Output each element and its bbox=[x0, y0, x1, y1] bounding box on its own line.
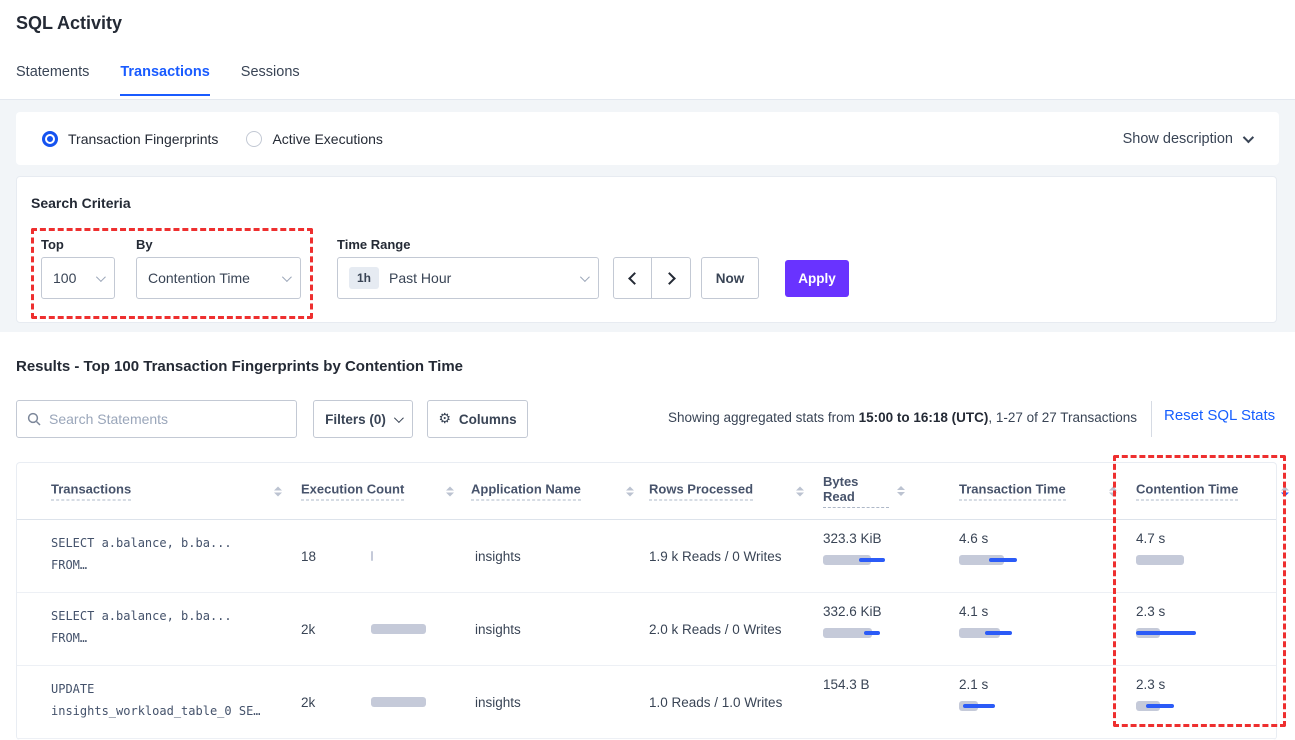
chevron-down-icon bbox=[579, 271, 590, 282]
tab-bar: Statements Transactions Sessions bbox=[16, 64, 300, 96]
columns-button[interactable]: ⚙ Columns bbox=[427, 400, 528, 438]
table-row[interactable]: UPDATE insights_workload_table_0 SE… 2k i… bbox=[17, 666, 1276, 739]
sort-icon[interactable] bbox=[1273, 486, 1289, 496]
rows-processed-cell: 2.0 k Reads / 0 Writes bbox=[649, 621, 782, 637]
contention-time-bar bbox=[1136, 628, 1251, 638]
apply-button[interactable]: Apply bbox=[785, 260, 849, 297]
contention-time-cell: 4.7 s bbox=[1136, 531, 1251, 565]
search-input[interactable] bbox=[49, 411, 286, 427]
transaction-time-cell: 4.1 s bbox=[959, 604, 1074, 638]
application-name-cell: insights bbox=[475, 621, 521, 637]
table-header-row: Transactions Execution Count Application… bbox=[17, 463, 1289, 520]
now-button[interactable]: Now bbox=[701, 257, 759, 299]
rows-processed-cell: 1.9 k Reads / 0 Writes bbox=[649, 548, 782, 564]
column-header-rows-processed[interactable]: Rows Processed bbox=[649, 482, 804, 501]
time-range-badge: 1h bbox=[349, 267, 380, 289]
execution-count-bar bbox=[371, 551, 451, 561]
bytes-read-cell: 154.3 B bbox=[823, 677, 938, 711]
sort-icon[interactable] bbox=[438, 486, 454, 496]
bytes-read-bar bbox=[823, 701, 938, 711]
results-heading: Results - Top 100 Transaction Fingerprin… bbox=[16, 358, 464, 375]
column-header-transactions[interactable]: Transactions bbox=[51, 482, 282, 501]
column-header-execution-count[interactable]: Execution Count bbox=[301, 482, 454, 501]
tab-transactions[interactable]: Transactions bbox=[120, 64, 210, 96]
search-criteria-heading: Search Criteria bbox=[31, 195, 131, 211]
chevron-down-icon bbox=[95, 271, 106, 282]
execution-count-bar bbox=[371, 697, 451, 707]
column-header-application-name[interactable]: Application Name bbox=[471, 482, 634, 501]
search-criteria-card: Search Criteria Top 100 By Contention Ti… bbox=[16, 176, 1277, 323]
show-description-toggle[interactable]: Show description bbox=[1122, 130, 1255, 147]
gear-icon: ⚙ bbox=[438, 411, 451, 427]
transaction-fingerprint-link[interactable]: SELECT a.balance, b.ba... FROM… bbox=[51, 536, 232, 572]
chevron-down-icon bbox=[1242, 131, 1255, 143]
application-name-cell: insights bbox=[475, 694, 521, 710]
radio-label: Active Executions bbox=[272, 130, 383, 147]
sort-icon[interactable] bbox=[889, 486, 905, 496]
transaction-fingerprint-link[interactable]: UPDATE insights_workload_table_0 SE… bbox=[51, 682, 261, 718]
by-select[interactable]: Contention Time bbox=[136, 257, 301, 299]
transaction-time-bar bbox=[959, 555, 1074, 565]
execution-count-cell: 18 bbox=[301, 520, 451, 592]
chevron-down-icon bbox=[393, 412, 404, 423]
time-prev-button[interactable] bbox=[613, 257, 652, 299]
radio-active-executions[interactable]: Active Executions bbox=[246, 130, 383, 147]
sort-icon[interactable] bbox=[1101, 486, 1117, 496]
time-range-select[interactable]: 1h Past Hour bbox=[337, 257, 599, 299]
filters-button[interactable]: Filters (0) bbox=[313, 400, 413, 438]
by-label: By bbox=[136, 237, 153, 252]
execution-count-cell: 2k bbox=[301, 593, 451, 665]
transaction-fingerprint-link[interactable]: SELECT a.balance, b.ba... FROM… bbox=[51, 609, 232, 645]
search-statements-box bbox=[16, 400, 297, 438]
chevron-left-icon bbox=[628, 271, 641, 285]
reset-sql-stats-link[interactable]: Reset SQL Stats bbox=[1164, 407, 1276, 424]
transaction-time-cell: 2.1 s bbox=[959, 677, 1074, 711]
bytes-read-bar bbox=[823, 555, 938, 565]
column-header-transaction-time[interactable]: Transaction Time bbox=[959, 482, 1117, 501]
bytes-read-cell: 332.6 KiB bbox=[823, 604, 938, 638]
transaction-time-cell: 4.6 s bbox=[959, 531, 1074, 565]
rows-processed-cell: 1.0 Reads / 1.0 Writes bbox=[649, 694, 783, 710]
column-header-contention-time[interactable]: Contention Time bbox=[1136, 482, 1289, 501]
search-icon bbox=[27, 412, 41, 426]
radio-unselected-icon[interactable] bbox=[246, 130, 263, 147]
tab-sessions[interactable]: Sessions bbox=[240, 64, 300, 80]
transaction-time-bar bbox=[959, 628, 1074, 638]
show-description-label: Show description bbox=[1122, 130, 1233, 147]
sort-icon[interactable] bbox=[618, 486, 634, 496]
top-select[interactable]: 100 bbox=[41, 257, 115, 299]
contention-time-bar bbox=[1136, 555, 1251, 565]
time-range-label: Time Range bbox=[337, 237, 411, 252]
page-title: SQL Activity bbox=[16, 13, 123, 33]
column-header-bytes-read[interactable]: Bytes Read bbox=[823, 474, 905, 508]
transaction-time-bar bbox=[959, 701, 1074, 711]
table-row[interactable]: SELECT a.balance, b.ba... FROM… 18 insigh… bbox=[17, 520, 1276, 593]
application-name-cell: insights bbox=[475, 548, 521, 564]
table-row[interactable]: SELECT a.balance, b.ba... FROM… 2k insigh… bbox=[17, 593, 1276, 666]
execution-count-cell: 2k bbox=[301, 666, 451, 738]
tab-statements[interactable]: Statements bbox=[16, 64, 90, 80]
bytes-read-cell: 323.3 KiB bbox=[823, 531, 938, 565]
radio-label: Transaction Fingerprints bbox=[68, 130, 219, 147]
sort-icon[interactable] bbox=[788, 486, 804, 496]
time-next-button[interactable] bbox=[652, 257, 691, 299]
top-label: Top bbox=[41, 237, 64, 252]
contention-time-cell: 2.3 s bbox=[1136, 677, 1251, 711]
tabs-divider bbox=[0, 99, 1295, 100]
execution-count-bar bbox=[371, 624, 451, 634]
vertical-divider bbox=[1151, 401, 1152, 437]
transactions-table: Transactions Execution Count Application… bbox=[16, 462, 1289, 740]
view-toggle-card: Transaction Fingerprints Active Executio… bbox=[16, 112, 1279, 165]
contention-time-bar bbox=[1136, 701, 1251, 711]
chevron-right-icon bbox=[662, 271, 676, 285]
bytes-read-bar bbox=[823, 628, 938, 638]
sort-icon[interactable] bbox=[266, 486, 282, 496]
time-pagination bbox=[613, 257, 691, 299]
contention-time-cell: 2.3 s bbox=[1136, 604, 1251, 638]
aggregated-stats-text: Showing aggregated stats from 15:00 to 1… bbox=[668, 410, 1137, 425]
chevron-down-icon bbox=[281, 271, 292, 282]
radio-selected-icon[interactable] bbox=[42, 130, 58, 147]
table-body: SELECT a.balance, b.ba... FROM… 18 insigh… bbox=[17, 520, 1276, 739]
radio-transaction-fingerprints[interactable]: Transaction Fingerprints bbox=[42, 130, 219, 147]
